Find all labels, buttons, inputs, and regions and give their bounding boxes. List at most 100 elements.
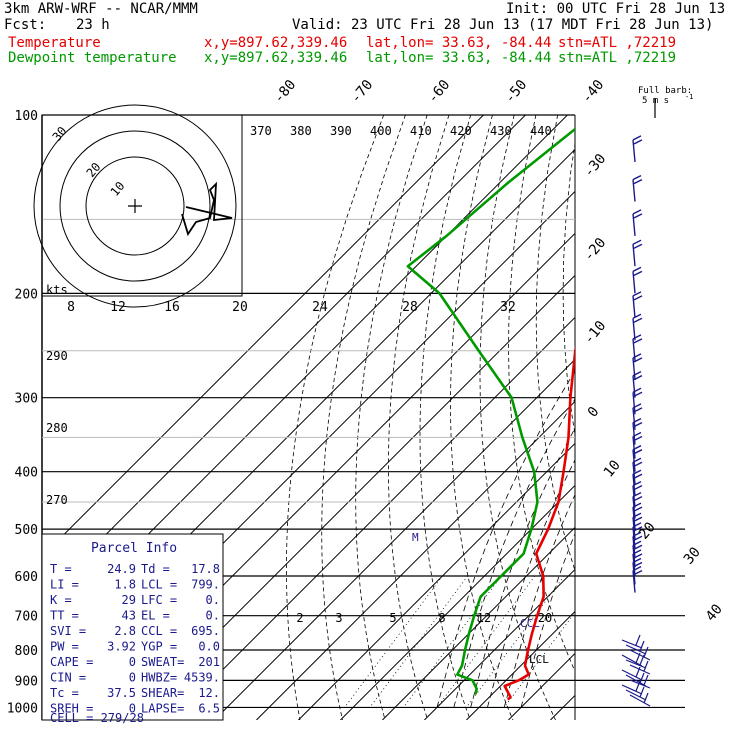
parcel-row-label: SREH = (50, 702, 93, 716)
wind-barb (621, 666, 643, 681)
dry-adiabat (479, 115, 556, 720)
hodograph-ring (59, 130, 211, 282)
parcel-row-label2: SHEAR= (141, 686, 184, 700)
wind-barb (632, 491, 643, 519)
dry-adiabat (419, 115, 472, 720)
parcel-row-label2: SWEAT= (141, 655, 184, 669)
parcel-row-value: 0 (129, 702, 136, 716)
parcel-row-label: T = (50, 562, 72, 576)
dry-adiabat (663, 115, 740, 720)
parcel-row-value: 37.5 (107, 686, 136, 700)
hodograph-ring-label: 20 (84, 160, 104, 180)
isotherm (340, 484, 575, 720)
wind-barb (629, 674, 651, 689)
parcel-row-value: 29 (122, 593, 136, 607)
init-time: Init: 00 UTC Fri 28 Jun 13 (506, 1, 726, 17)
parcel-row-value2: 0. (206, 593, 220, 607)
mixing-ratio-label-5: 5 (389, 611, 396, 625)
parcel-row-value2: 201 (198, 655, 220, 669)
hodo-speed-label-24: 24 (312, 300, 328, 315)
isotherm-label-30: 30 (681, 544, 704, 567)
marker-m: M (412, 531, 419, 544)
isotherm-label--60: -60 (425, 77, 454, 107)
hodograph-center (128, 199, 142, 213)
hodograph-tick-12: 12 (110, 300, 126, 315)
wind-barb (632, 239, 643, 267)
moist-adiabat (503, 493, 575, 708)
theta-dry-label-290: 290 (46, 349, 68, 363)
wind-barb (632, 531, 643, 559)
theta-label-410: 410 (410, 124, 432, 138)
dry-adiabat (508, 115, 575, 673)
parcel-row-label: LI = (50, 578, 79, 592)
dewpoint-legend: Dewpoint temperature (8, 50, 177, 66)
isotherm-label--80: -80 (271, 77, 300, 107)
theta-label-440: 440 (530, 124, 552, 138)
wind-barb (632, 565, 643, 593)
wind-barb (621, 634, 643, 649)
theta-label-380: 380 (290, 124, 312, 138)
parcel-cell: CELL = 279/28 (50, 711, 144, 725)
parcel-row-value: 2.8 (114, 624, 136, 638)
wind-barb (632, 371, 643, 398)
isotherm (256, 400, 575, 720)
wind-barb (632, 549, 643, 577)
isotherm (382, 526, 575, 720)
theta-label-420: 420 (450, 124, 472, 138)
hodograph-trace (181, 181, 233, 237)
wind-barb (632, 353, 643, 380)
wind-barb (632, 313, 643, 341)
wind-barb (632, 174, 643, 202)
hodograph-ring-label: 30 (50, 124, 70, 144)
dewpoint-curve (406, 127, 575, 695)
wind-barb (621, 680, 643, 695)
parcel-row-value2: 6.5 (198, 702, 220, 716)
wind-barb (632, 540, 643, 568)
wind-barb (625, 640, 647, 655)
barb-legend-label: Full barb: (638, 86, 692, 96)
dry-adiabat (687, 115, 740, 720)
barb-legend-exponent: -1 (685, 93, 693, 101)
isotherm-label-0: 0 (585, 404, 603, 421)
isotherm (172, 316, 575, 720)
moist-adiabat (470, 427, 575, 708)
parcel-row-value: 24.9 (107, 562, 136, 576)
wind-barb (632, 291, 643, 318)
dry-adiabat (589, 115, 726, 720)
isotherm (298, 442, 575, 720)
isotherm-label--10: -10 (581, 318, 610, 348)
hodograph-tick-8: 8 (67, 300, 75, 315)
parcel-row-value2: 0.0 (198, 640, 220, 654)
parcel-row-value: 43 (122, 609, 136, 623)
parcel-row-value: 0 (129, 655, 136, 669)
parcel-row-label2: CCL = (141, 624, 177, 638)
theta-label-400: 400 (370, 124, 392, 138)
pressure-label-100: 100 (15, 109, 38, 124)
mixing-ratio-label-20: 20 (538, 611, 552, 625)
isotherm-label--30: -30 (581, 151, 610, 181)
hodograph-kts: kts (46, 283, 68, 297)
parcel-row-value2: 17.8 (191, 562, 220, 576)
dry-adiabat (535, 115, 575, 572)
dewpoint-latlon: lat,lon= 33.63, -84.44 (366, 50, 552, 66)
isotherm (592, 115, 740, 720)
parcel-row-label2: LCL = (141, 578, 177, 592)
pressure-label-800: 800 (15, 644, 38, 659)
temperature-legend: Temperature (8, 35, 101, 51)
mixing-ratio-line (436, 575, 536, 708)
parcel-row-label: CIN = (50, 671, 86, 685)
theta-dry-label-280: 280 (46, 421, 68, 435)
parcel-row-value2: 799. (191, 578, 220, 592)
theta-label-370: 370 (250, 124, 272, 138)
pressure-label-600: 600 (15, 570, 38, 585)
pressure-label-700: 700 (15, 610, 38, 625)
parcel-row-value: 0 (129, 671, 136, 685)
hodograph-ring-label: 10 (108, 179, 128, 199)
isotherm (42, 115, 526, 600)
dry-adiabat (321, 115, 406, 720)
hodograph-ring (85, 156, 185, 256)
parcel-row-label: Tc = (50, 686, 79, 700)
valid-time: Valid: 23 UTC Fri 28 Jun 13 (17 MDT Fri … (292, 17, 714, 33)
parcel-row-label: SVI = (50, 624, 86, 638)
moist-adiabat (487, 459, 575, 708)
